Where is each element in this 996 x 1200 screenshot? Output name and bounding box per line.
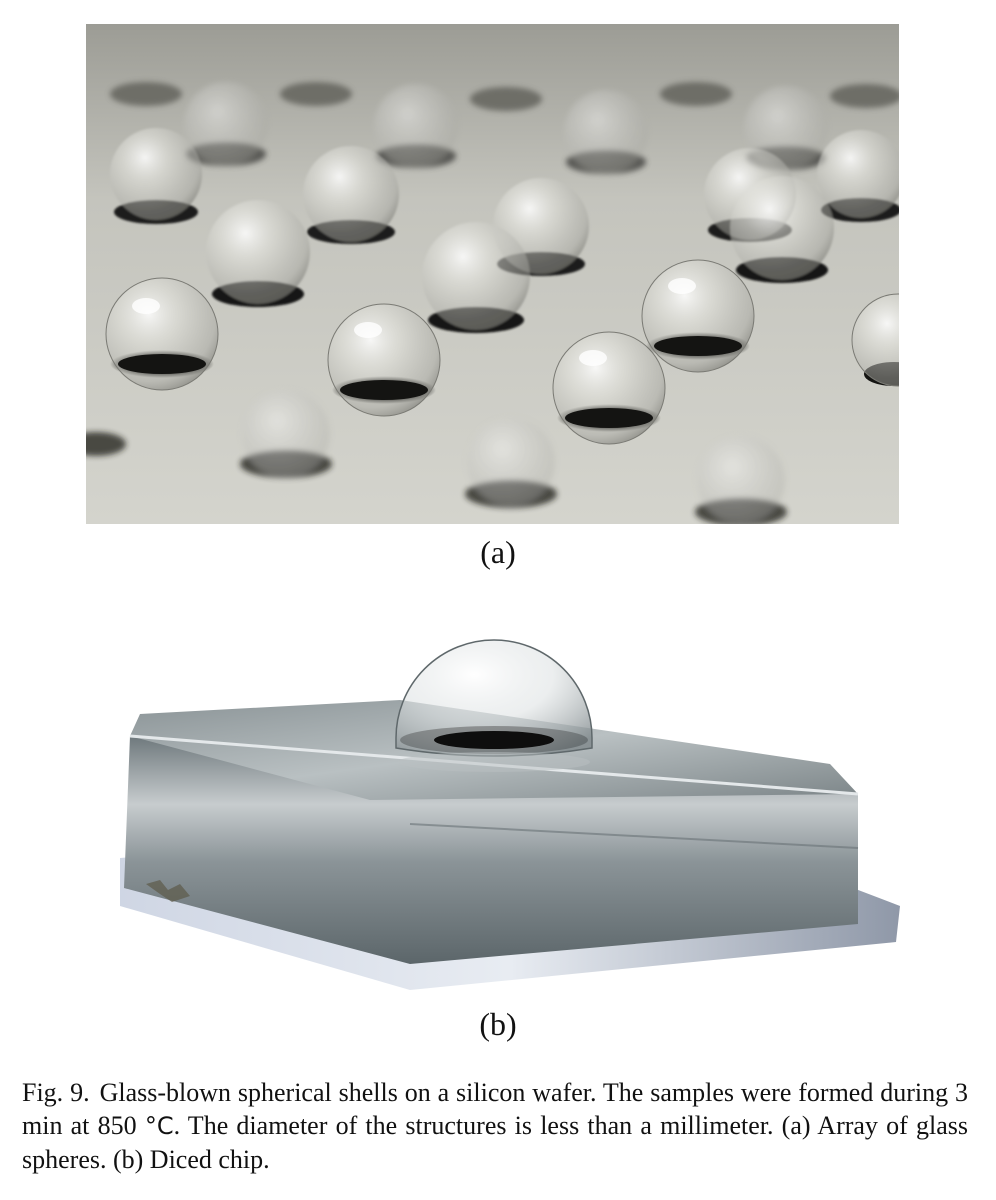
caption-text-part-2: . The diameter of the structures is less…: [22, 1111, 968, 1174]
photo-diced-chip: [110, 588, 902, 998]
panel-a-label: (a): [480, 534, 516, 570]
panel-b-label: (b): [479, 1006, 517, 1042]
temperature-unit: °C: [144, 1112, 174, 1140]
caption-text-part-1: Glass-blown spherical shells on a silico…: [22, 1078, 968, 1140]
photo-glass-sphere-array: [86, 24, 899, 524]
sphere-array-illustration: [86, 24, 899, 524]
figure-number: Fig. 9.: [22, 1078, 90, 1107]
figure-caption: Fig. 9. Glass-blown spherical shells on a…: [22, 1076, 968, 1176]
diced-chip-illustration: [120, 620, 900, 990]
